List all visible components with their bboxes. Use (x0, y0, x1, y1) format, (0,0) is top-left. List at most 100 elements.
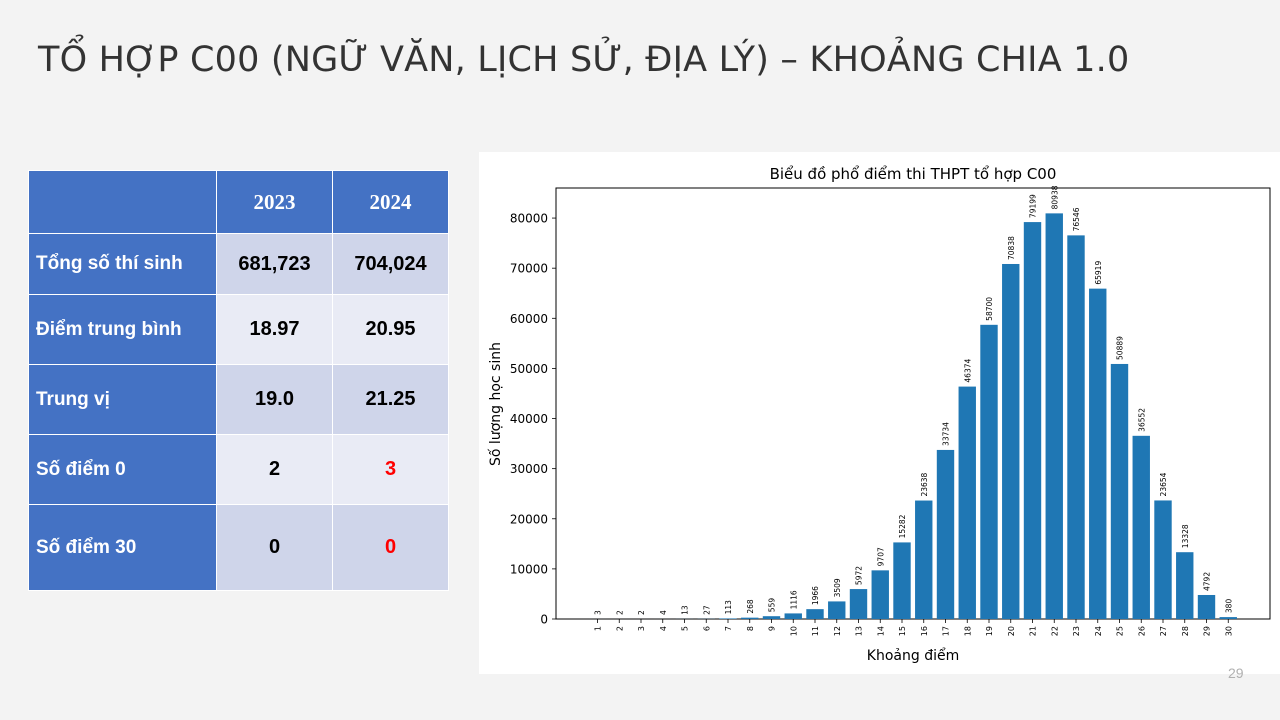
y-tick-label: 10000 (510, 562, 548, 576)
bar-value-label: 46374 (963, 359, 972, 383)
x-tick-label: 24 (1094, 626, 1103, 636)
bar (936, 449, 955, 619)
bar (1089, 288, 1107, 619)
bar-value-label: 80938 (1050, 185, 1059, 209)
x-axis-label: Khoảng điểm (867, 647, 959, 664)
bar-value-label: 76546 (1072, 207, 1081, 231)
bar-value-label: 268 (746, 599, 755, 614)
x-tick-label: 3 (637, 626, 646, 631)
x-tick-label: 18 (963, 626, 972, 636)
y-tick-label: 40000 (510, 412, 548, 426)
cell-2023: 2 (216, 434, 333, 505)
cell-2023: 19.0 (216, 364, 333, 435)
bar-value-label: 33734 (942, 422, 951, 446)
bar (1197, 594, 1216, 619)
x-tick-label: 30 (1224, 626, 1233, 636)
bar (784, 613, 802, 619)
x-tick-label: 16 (920, 626, 929, 636)
x-tick-label: 10 (789, 626, 798, 636)
bar (893, 542, 911, 619)
y-tick-label: 30000 (510, 462, 548, 476)
x-tick-label: 8 (746, 626, 755, 631)
x-tick-label: 1 (594, 626, 603, 631)
bar (849, 589, 868, 619)
bar-value-label: 5972 (855, 566, 864, 585)
x-tick-label: 25 (1116, 626, 1125, 636)
bar (1067, 235, 1085, 619)
x-tick-label: 22 (1050, 626, 1059, 636)
y-tick-label: 80000 (510, 212, 548, 226)
bar-value-label: 70838 (1007, 236, 1016, 260)
bar-value-label: 36552 (1137, 408, 1146, 432)
row-label: Số điểm 0 (28, 434, 217, 505)
row-label: Số điểm 30 (28, 504, 217, 591)
cell-2024: 704,024 (332, 233, 449, 295)
row-label: Trung vị (28, 364, 217, 435)
bar-value-label: 23654 (1159, 472, 1168, 496)
cell-2023: 681,723 (216, 233, 333, 295)
x-tick-label: 17 (942, 626, 951, 636)
bar-value-label: 23638 (920, 472, 929, 496)
bar (1045, 213, 1063, 619)
table-row: Điểm trung bình 18.97 20.95 (28, 294, 449, 365)
x-tick-label: 29 (1203, 626, 1212, 636)
x-tick-label: 14 (876, 626, 885, 636)
table-row: Số điểm 30 0 0 (28, 504, 449, 591)
y-axis-label: Số lượng học sinh (487, 342, 504, 466)
bar-value-label: 3 (594, 610, 603, 615)
table-header-2024: 2024 (332, 170, 449, 234)
row-label: Tổng số thí sinh (28, 233, 217, 295)
x-tick-label: 4 (659, 626, 668, 631)
bar-value-label: 9707 (876, 547, 885, 566)
cell-2024: 20.95 (332, 294, 449, 365)
bar-value-label: 27 (702, 605, 711, 615)
table-row: Trung vị 19.0 21.25 (28, 364, 449, 435)
bar-value-label: 380 (1224, 599, 1233, 614)
bar (1110, 363, 1129, 619)
bar-value-label: 113 (724, 600, 733, 615)
cell-2024-highlighted: 0 (332, 504, 449, 591)
bar-value-label: 2 (637, 610, 646, 615)
slide-title: TỔ HỢP C00 (NGỮ VĂN, LỊCH SỬ, ĐỊA LÝ) – … (38, 40, 1130, 80)
bar-value-label: 3509 (833, 578, 842, 597)
table-row: Số điểm 0 2 3 (28, 434, 449, 505)
x-tick-label: 26 (1137, 626, 1146, 636)
y-axis: 0 10000 20000 30000 40000 50000 60000 70000 8000… (510, 212, 556, 627)
x-tick-label: 23 (1072, 626, 1081, 636)
plot-area-frame (555, 187, 1271, 620)
chart-title: Biểu đồ phổ điểm thi THPT tổ hợp C00 (770, 165, 1057, 183)
bar-value-label: 58700 (985, 297, 994, 321)
bar (915, 500, 933, 619)
x-tick-label: 19 (985, 626, 994, 636)
cell-2023: 0 (216, 504, 333, 591)
bar (762, 616, 781, 619)
bar (1002, 263, 1020, 619)
bar (958, 386, 976, 619)
row-label: Điểm trung bình (28, 294, 217, 365)
x-tick-label: 12 (833, 626, 842, 636)
bar (871, 570, 889, 619)
y-tick-label: 60000 (510, 312, 548, 326)
x-tick-label: 7 (724, 626, 733, 631)
x-tick-label: 20 (1007, 626, 1016, 636)
y-tick-label: 0 (540, 613, 548, 627)
y-tick-label: 20000 (510, 512, 548, 526)
bar (1154, 500, 1172, 619)
y-tick-label: 70000 (510, 262, 548, 276)
bar-value-label: 79199 (1029, 194, 1038, 218)
x-tick-label: 13 (855, 626, 864, 636)
table-header-row: 2023 2024 (28, 170, 449, 234)
bar-value-label: 2 (615, 610, 624, 615)
bar-value-label: 13328 (1181, 524, 1190, 548)
bar (828, 601, 846, 619)
bar-value-label: 1966 (811, 586, 820, 605)
bar-value-label: 13 (681, 605, 690, 615)
table-header-2023: 2023 (216, 170, 333, 234)
bar-value-label: 1116 (789, 590, 798, 609)
x-tick-label: 21 (1029, 626, 1038, 636)
x-tick-label: 9 (768, 626, 777, 631)
x-tick-label: 15 (898, 626, 907, 636)
bar (1219, 617, 1237, 619)
stats-table: 2023 2024 Tổng số thí sinh 681,723 704,0… (28, 170, 449, 591)
